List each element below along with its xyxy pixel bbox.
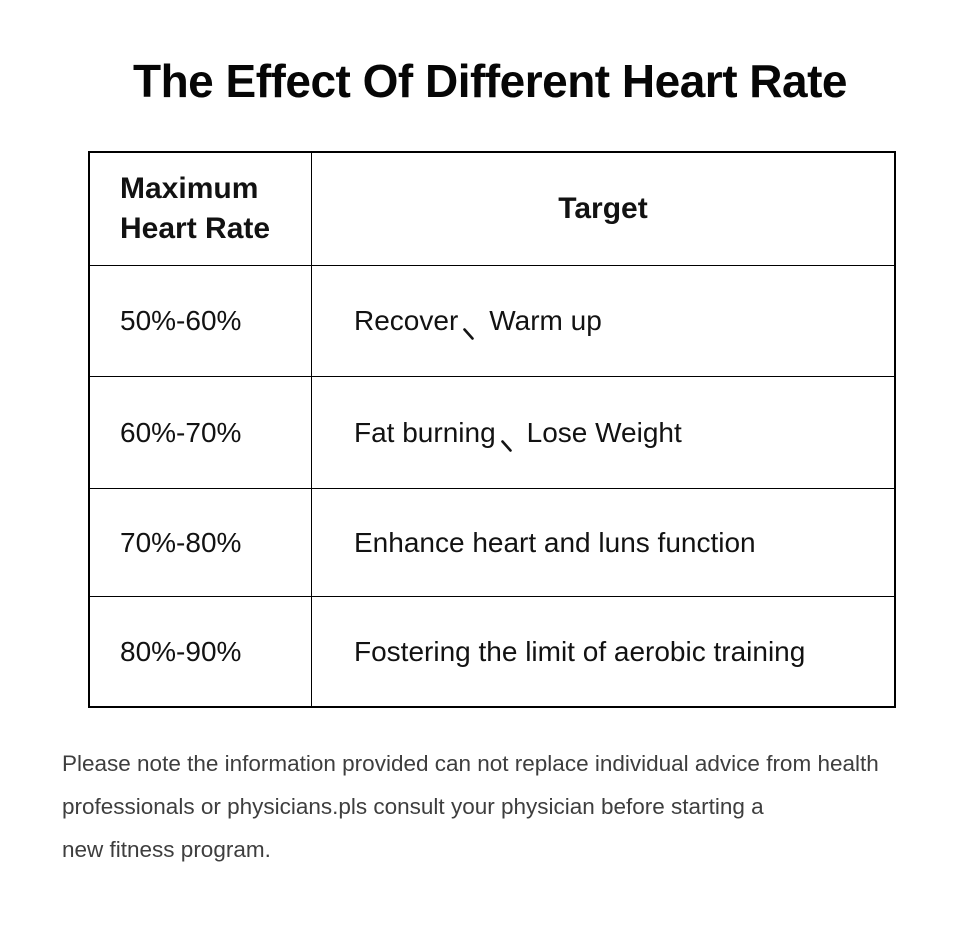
target-cell: Enhance heart and luns function: [311, 488, 894, 596]
heart-rate-table: Maximum Heart Rate Target 50%-60% Recover…: [88, 151, 896, 708]
ideographic-comma-icon: [500, 429, 513, 452]
target-text: Lose Weight: [526, 416, 682, 448]
disclaimer-line: health professionals or physicians.pls c…: [62, 751, 879, 819]
rate-range-cell: 50%-60%: [90, 265, 311, 376]
target-text: Enhance heart and luns function: [354, 526, 756, 558]
target-text: Warm up: [489, 305, 602, 336]
disclaimer-line: new fitness program.: [62, 837, 271, 862]
target-cell: Fostering the limit of aerobic training: [311, 596, 894, 706]
column-header-target: Target: [311, 153, 894, 265]
target-text: Fat burning: [354, 416, 496, 448]
rate-range-cell: 80%-90%: [90, 596, 311, 706]
rate-range-cell: 60%-70%: [90, 376, 311, 488]
target-cell: Fat burning Lose Weight: [311, 376, 894, 488]
disclaimer-line: Please note the information provided can…: [62, 751, 812, 776]
column-header-maximum-heart-rate: Maximum Heart Rate: [90, 153, 311, 265]
target-text: Recover: [354, 305, 459, 336]
rate-range-cell: 70%-80%: [90, 488, 311, 596]
disclaimer-note: Please note the information provided can…: [62, 742, 923, 871]
target-text: Fostering the limit of aerobic training: [354, 635, 806, 667]
ideographic-comma-icon: [462, 317, 475, 340]
target-cell: Recover Warm up: [311, 265, 894, 376]
page-title: The Effect Of Different Heart Rate: [132, 55, 848, 107]
